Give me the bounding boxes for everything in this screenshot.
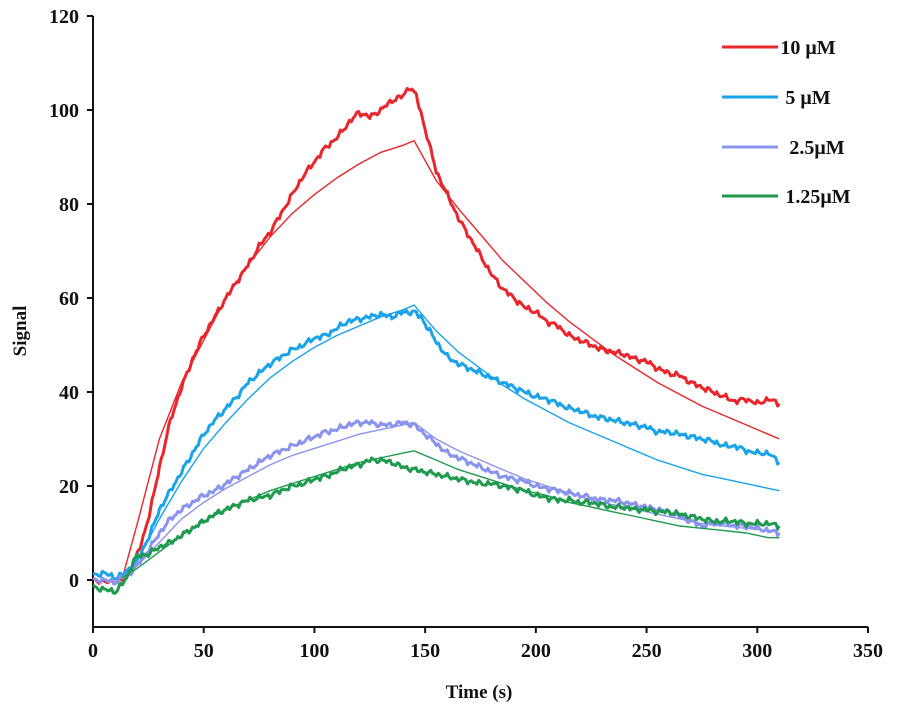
y-tick-label: 40 bbox=[59, 382, 79, 404]
legend-label-1: 5 μM bbox=[785, 87, 830, 109]
series-layer bbox=[92, 86, 781, 595]
y-axis-title: Signal bbox=[10, 306, 31, 357]
x-tick-label: 350 bbox=[853, 640, 883, 662]
x-tick-label: 150 bbox=[410, 640, 440, 662]
y-tick-label: 20 bbox=[59, 476, 79, 498]
measured-line-0 bbox=[92, 86, 781, 586]
x-tick-label: 50 bbox=[194, 640, 214, 662]
legend-label-2: 2.5μM bbox=[789, 137, 844, 159]
y-tick-label: 60 bbox=[59, 288, 79, 310]
x-ticks: 0 50 100 150 200 250 300 350 bbox=[88, 627, 883, 662]
x-tick-label: 0 bbox=[88, 640, 98, 662]
x-tick-label: 200 bbox=[521, 640, 551, 662]
fit-line-2 bbox=[121, 421, 780, 579]
x-axis-title: Time (s) bbox=[446, 682, 513, 703]
legend: 10 μM 5 μM 2.5μM 1.25μM bbox=[722, 37, 851, 208]
legend-label-0: 10 μM bbox=[780, 37, 835, 59]
y-tick-label: 120 bbox=[49, 6, 79, 28]
x-tick-label: 300 bbox=[742, 640, 772, 662]
legend-label-3: 1.25μM bbox=[785, 186, 850, 208]
axes: 0 50 100 150 200 250 300 350 0 20 40 60 80 100 120 bbox=[49, 6, 883, 662]
y-tick-label: 80 bbox=[59, 194, 79, 216]
measured-line-3 bbox=[92, 456, 781, 595]
y-tick-label: 100 bbox=[49, 100, 79, 122]
y-ticks: 0 20 40 60 80 100 120 bbox=[49, 6, 93, 592]
y-tick-label: 0 bbox=[69, 570, 79, 592]
measured-line-1 bbox=[92, 309, 781, 581]
x-tick-label: 250 bbox=[632, 640, 662, 662]
x-tick-label: 100 bbox=[299, 640, 329, 662]
fit-line-1 bbox=[121, 304, 780, 579]
